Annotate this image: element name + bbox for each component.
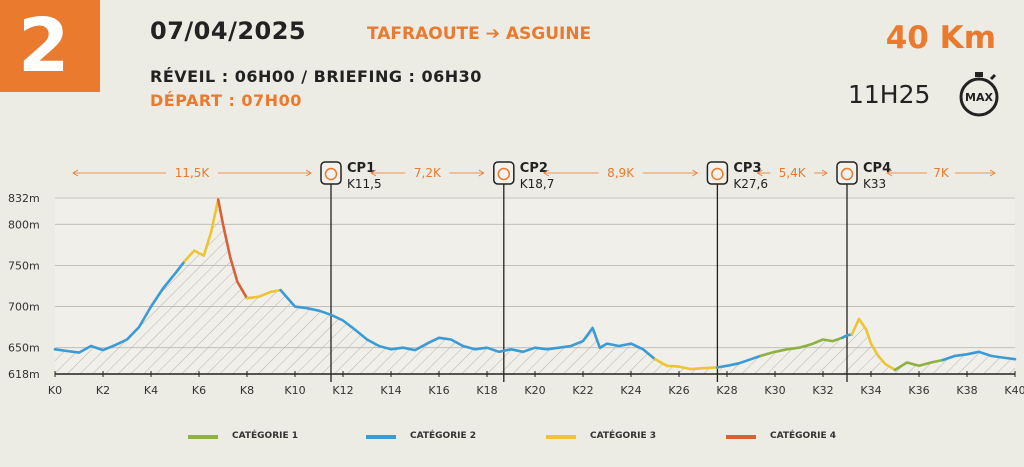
elevation-series-line: [245, 288, 282, 300]
checkpoint-icon-dial: [840, 167, 854, 181]
checkpoint-icon: [493, 161, 515, 185]
checkpoint-name: CP2: [520, 161, 548, 176]
stage-date: 07/04/2025: [150, 17, 307, 45]
x-tick-label: K4: [144, 384, 158, 397]
checkpoint-icon-dial: [711, 167, 724, 181]
segment-arrowhead: [692, 169, 699, 177]
segment-distance-label: 11,5K: [175, 166, 211, 180]
legend-label: CATÉGORIE 2: [410, 431, 477, 441]
legend-label: CATÉGORIE 3: [590, 431, 657, 441]
elevation-series-line: [216, 198, 249, 300]
checkpoint-name: CP1: [347, 161, 375, 176]
segment-arrowhead: [756, 169, 763, 177]
stage-route: TAFRAOUTE ➔ ASGUINE: [367, 24, 592, 44]
segment-arrowhead: [72, 169, 79, 177]
x-tick-label: K6: [192, 384, 206, 397]
start-time: DÉPART : 07H00: [150, 91, 302, 110]
y-tick-label: 618m: [8, 368, 40, 381]
x-tick-label: K2: [96, 384, 110, 397]
x-tick-label: K22: [572, 384, 593, 397]
x-tick-label: K32: [812, 384, 833, 397]
x-tick-label: K16: [428, 384, 449, 397]
x-tick-label: K26: [668, 384, 689, 397]
legend-swatch: [546, 435, 576, 439]
x-tick-label: K0: [48, 384, 62, 397]
x-tick-label: K30: [764, 384, 785, 397]
checkpoint-km: K11,5: [347, 177, 382, 191]
x-tick-label: K38: [956, 384, 977, 397]
x-tick-label: K24: [620, 384, 641, 397]
checkpoint-icon: [706, 161, 729, 185]
x-tick-label: K12: [332, 384, 353, 397]
segment-arrowhead: [821, 169, 828, 177]
segment-distance-label: 8,9K: [607, 166, 635, 180]
elevation-series-line: [53, 260, 186, 354]
legend-swatch: [366, 435, 396, 439]
checkpoint-icon: [836, 161, 858, 185]
legend-swatch: [726, 435, 756, 439]
y-tick-label: 800m: [8, 218, 40, 231]
x-tick-label: K34: [860, 384, 881, 397]
x-tick-label: K40: [1004, 384, 1024, 397]
profile-area: [55, 199, 1015, 374]
checkpoint-icon-dial: [324, 167, 338, 181]
x-tick-label: K36: [908, 384, 929, 397]
legend-item: CATÉGORIE 4: [726, 431, 946, 445]
elevation-series-line: [893, 358, 945, 372]
segment-distance-label: 7K: [933, 166, 950, 180]
checkpoint-icon-dial: [497, 167, 511, 181]
elevation-profile-chart: 618m 650m 700m 750m 800m 832m K0 K2 K4 K6 K8 K10 K12…: [8, 161, 1024, 397]
legend-swatch: [188, 435, 218, 439]
segment-arrowhead: [370, 169, 377, 177]
stage-number-badge: 2: [0, 0, 100, 92]
elevation-series-line: [840, 333, 854, 340]
elevation-series-line: [759, 336, 844, 358]
checkpoint-km: K33: [863, 177, 886, 191]
stopwatch-max-label: MAX: [965, 91, 993, 104]
x-tick-label: K14: [380, 384, 401, 397]
elevation-series-line: [716, 354, 762, 369]
checkpoint-name: CP4: [863, 161, 891, 176]
max-time: 11H25: [848, 80, 931, 109]
x-tick-label: K8: [240, 384, 254, 397]
y-tick-label: 650m: [8, 342, 40, 355]
checkpoint-icon: [320, 161, 342, 185]
checkpoint-km: K18,7: [520, 177, 555, 191]
stage-number: 2: [18, 3, 70, 89]
y-tick-label: 700m: [8, 301, 40, 314]
segment-arrowhead: [886, 169, 893, 177]
legend-item: CATÉGORIE 2: [366, 431, 586, 445]
legend-label: CATÉGORIE 1: [232, 431, 299, 441]
checkpoint-km: K27,6: [733, 177, 768, 191]
elevation-series-line: [941, 350, 1017, 362]
elevation-series-line: [279, 288, 657, 361]
y-tick-label: 832m: [8, 192, 40, 205]
legend-label: CATÉGORIE 4: [770, 431, 837, 441]
segment-arrowhead: [478, 169, 485, 177]
legend-item: CATÉGORIE 3: [546, 431, 766, 445]
y-tick-label: 750m: [8, 259, 40, 272]
segment-arrowhead: [989, 169, 996, 177]
x-tick-label: K20: [524, 384, 545, 397]
segment-arrowhead: [305, 169, 312, 177]
elevation-series-line: [183, 198, 220, 263]
stage-distance: 40 Km: [885, 20, 996, 56]
segment-arrowhead: [543, 169, 550, 177]
elevation-series-line: [653, 357, 719, 371]
stopwatch-icon: MAX: [959, 72, 999, 117]
legend-item: CATÉGORIE 1: [188, 431, 408, 445]
segment-distance-label: 5,4K: [779, 166, 807, 180]
x-tick-label: K18: [476, 384, 497, 397]
segment-distance-label: 7,2K: [414, 166, 442, 180]
x-tick-label: K10: [284, 384, 305, 397]
elevation-series-line: [850, 317, 897, 372]
checkpoint-name: CP3: [733, 161, 761, 176]
wakeup-briefing-time: RÉVEIL : 06H00 / BRIEFING : 06H30: [150, 67, 482, 86]
x-tick-label: K28: [716, 384, 737, 397]
